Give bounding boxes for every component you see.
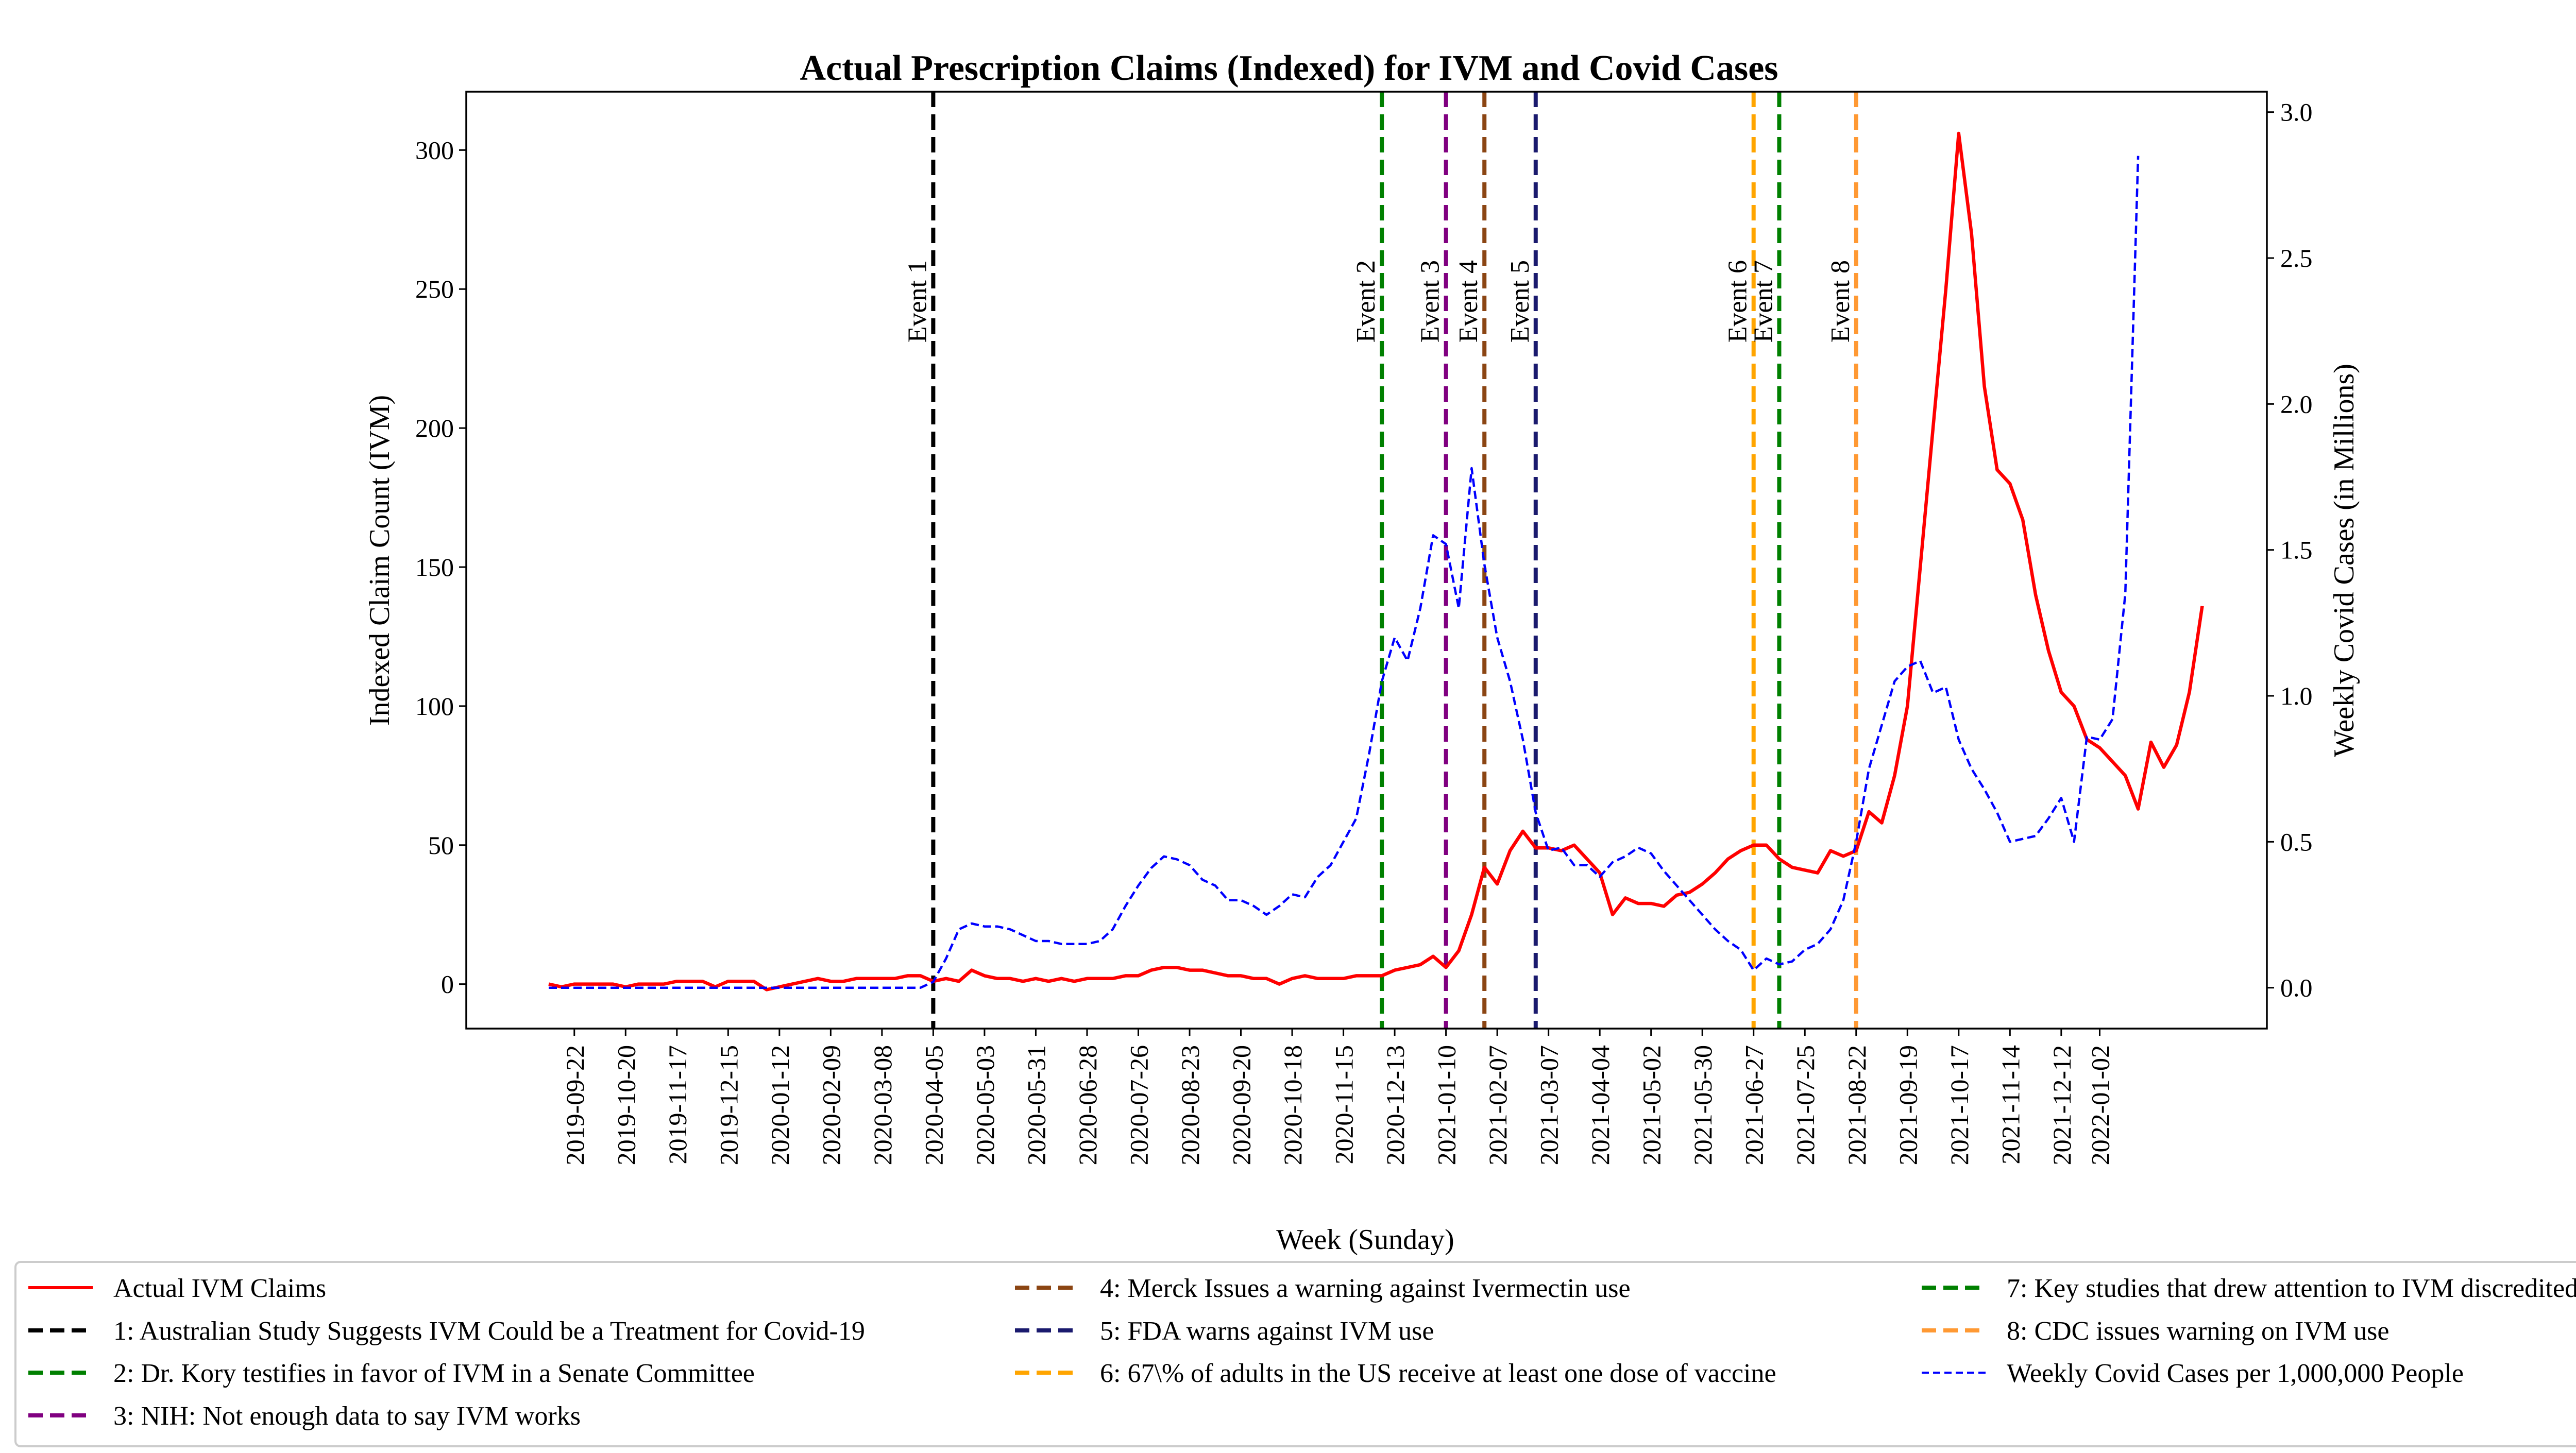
y-tick-label-left: 150 bbox=[415, 553, 454, 582]
event-label-1: Event 1 bbox=[903, 260, 932, 343]
y-tick-label-left: 250 bbox=[415, 275, 454, 303]
x-tick-label: 2021-11-14 bbox=[1996, 1045, 2025, 1164]
series-line-weekly-covid-cases-per-1-000-000-people bbox=[549, 156, 2140, 989]
x-tick-label: 2021-06-27 bbox=[1740, 1045, 1769, 1165]
x-tick-label: 2021-10-17 bbox=[1945, 1045, 1974, 1165]
x-axis-label: Week (Sunday) bbox=[1276, 1224, 1454, 1256]
plot-area: 2019-09-22 2019-10-20 2019-11-17 2019-12-15… bbox=[415, 91, 2313, 1165]
legend: Actual IVM Claims 1: Australian Study Sug… bbox=[14, 1261, 2576, 1447]
x-tick-label: 2021-01-10 bbox=[1432, 1045, 1461, 1165]
x-tick-label: 2020-06-28 bbox=[1073, 1045, 1102, 1165]
y-tick-label-right: 2.5 bbox=[2280, 244, 2313, 272]
y-axis-label-left: Indexed Claim Count (IVM) bbox=[364, 395, 396, 726]
y-axis-label-right: Weekly Covid Cases (in Millions) bbox=[2328, 364, 2360, 757]
x-tick-label: 2021-12-12 bbox=[2047, 1045, 2076, 1165]
legend-label-8: 7: Key studies that drew attention to IV… bbox=[2007, 1274, 2576, 1303]
y-tick-label-right: 1.0 bbox=[2280, 681, 2313, 710]
x-tick-label: 2020-11-15 bbox=[1330, 1045, 1359, 1164]
x-tick-label: 2020-12-13 bbox=[1381, 1045, 1410, 1165]
legend-label-4: 3: NIH: Not enough data to say IVM works bbox=[113, 1401, 581, 1431]
x-tick-label: 2020-10-18 bbox=[1278, 1045, 1307, 1165]
legend-label-6: 5: FDA warns against IVM use bbox=[1100, 1317, 1434, 1346]
x-tick-label: 2021-05-30 bbox=[1688, 1045, 1717, 1165]
x-tick-label: 2021-07-25 bbox=[1791, 1045, 1820, 1165]
x-tick-label: 2019-09-22 bbox=[561, 1045, 589, 1165]
x-tick-label: 2021-03-07 bbox=[1535, 1045, 1564, 1165]
x-tick-label: 2020-04-05 bbox=[919, 1045, 948, 1165]
legend-label-10: Weekly Covid Cases per 1,000,000 People bbox=[2007, 1359, 2464, 1388]
x-tick-label: 2020-01-12 bbox=[766, 1045, 794, 1165]
x-tick-label: 2020-09-20 bbox=[1227, 1045, 1256, 1165]
legend-box bbox=[14, 1261, 2576, 1447]
event-label-4: Event 4 bbox=[1454, 260, 1483, 343]
chart-title: Actual Prescription Claims (Indexed) for… bbox=[800, 48, 1778, 88]
x-tick-label: 2021-05-02 bbox=[1637, 1045, 1666, 1165]
x-tick-label: 2021-02-07 bbox=[1483, 1045, 1512, 1165]
legend-label-1: Actual IVM Claims bbox=[113, 1274, 326, 1303]
x-tick-label: 2021-08-22 bbox=[1842, 1045, 1871, 1165]
x-tick-label: 2020-02-09 bbox=[817, 1045, 845, 1165]
y-tick-label-right: 3.0 bbox=[2280, 98, 2313, 127]
event-label-7: Event 7 bbox=[1749, 260, 1778, 343]
x-tick-label: 2020-03-08 bbox=[868, 1045, 897, 1165]
x-tick-label: 2021-04-04 bbox=[1586, 1045, 1615, 1165]
plot-frame bbox=[465, 91, 2268, 1030]
x-tick-label: 2020-08-23 bbox=[1176, 1045, 1205, 1165]
legend-label-5: 4: Merck Issues a warning against Iverme… bbox=[1100, 1274, 1631, 1303]
legend-label-3: 2: Dr. Kory testifies in favor of IVM in… bbox=[113, 1359, 755, 1388]
y-tick-label-left: 0 bbox=[441, 970, 454, 999]
x-tick-label: 2021-09-19 bbox=[1893, 1045, 1922, 1165]
legend-label-7: 6: 67\% of adults in the US receive at l… bbox=[1100, 1359, 1776, 1388]
event-label-2: Event 2 bbox=[1351, 260, 1381, 343]
event-label-8: Event 8 bbox=[1826, 260, 1855, 343]
event-label-6: Event 6 bbox=[1723, 260, 1753, 343]
x-tick-label: 2022-01-02 bbox=[2086, 1045, 2114, 1165]
x-tick-label: 2020-05-31 bbox=[1022, 1045, 1050, 1165]
y-tick-label-left: 50 bbox=[428, 831, 454, 860]
y-tick-label-right: 1.5 bbox=[2280, 536, 2313, 565]
y-tick-label-left: 300 bbox=[415, 135, 454, 164]
y-tick-label-right: 0.0 bbox=[2280, 973, 2313, 1002]
series-line-actual-ivm-claims bbox=[548, 131, 2204, 992]
y-tick-label-right: 0.5 bbox=[2280, 827, 2313, 856]
legend-label-9: 8: CDC issues warning on IVM use bbox=[2007, 1317, 2389, 1346]
x-tick-label: 2020-05-03 bbox=[971, 1045, 999, 1165]
x-tick-label: 2020-07-26 bbox=[1124, 1045, 1153, 1165]
legend-label-2: 1: Australian Study Suggests IVM Could b… bbox=[113, 1317, 865, 1346]
x-tick-label: 2019-11-17 bbox=[663, 1045, 692, 1164]
y-tick-label-left: 100 bbox=[415, 692, 454, 721]
event-label-5: Event 5 bbox=[1505, 260, 1535, 343]
x-tick-label: 2019-12-15 bbox=[714, 1045, 743, 1165]
event-label-3: Event 3 bbox=[1416, 260, 1445, 343]
x-tick-label: 2019-10-20 bbox=[612, 1045, 640, 1165]
y-tick-label-right: 2.0 bbox=[2280, 389, 2313, 418]
y-tick-label-left: 200 bbox=[415, 414, 454, 442]
